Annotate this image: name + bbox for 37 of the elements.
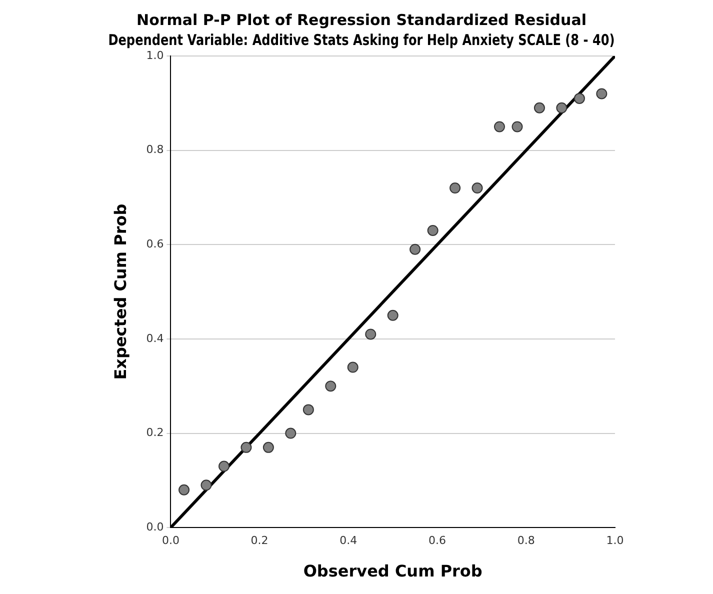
point	[285, 428, 296, 439]
x-tick-label: 0.0	[162, 534, 180, 548]
point	[365, 328, 376, 340]
point	[450, 182, 461, 194]
point	[178, 484, 190, 496]
x-tick-label: 0.2	[250, 534, 268, 548]
point	[534, 102, 545, 114]
point	[200, 480, 212, 491]
point	[218, 460, 230, 472]
point	[427, 224, 438, 236]
chart-title: Normal P-P Plot of Regression Standardized Residual	[136, 10, 586, 29]
y-axis-title: Expected Cum Prob	[110, 204, 130, 380]
point	[262, 442, 274, 453]
point	[240, 442, 252, 453]
point	[302, 404, 314, 416]
x-tick-label: 0.8	[517, 534, 535, 548]
point	[574, 92, 585, 104]
point	[494, 121, 505, 132]
point	[410, 244, 421, 255]
point	[325, 380, 336, 392]
point	[347, 362, 358, 373]
x-tick-label: 1.0	[606, 534, 624, 548]
point	[472, 182, 483, 194]
point	[596, 88, 608, 100]
y-tick-label: 0.6	[146, 238, 164, 250]
y-tick-label: 0.4	[146, 332, 164, 345]
y-tick-label: 0.0	[146, 520, 164, 534]
y-tick-label: 0.2	[146, 426, 164, 440]
x-axis-title: Observed Cum Prob	[303, 562, 482, 581]
y-tick-label: 0.8	[146, 143, 164, 156]
chart-subtitle: Dependent Variable: Additive Stats Asking for Help Anxiety SCALE (8 - 40)	[108, 32, 615, 50]
x-tick-label: 0.6	[428, 534, 446, 548]
point	[512, 121, 523, 132]
x-tick-label: 0.4	[340, 534, 358, 548]
y-tick-label: 1.0	[146, 48, 164, 62]
point	[556, 102, 568, 114]
point	[387, 310, 398, 321]
